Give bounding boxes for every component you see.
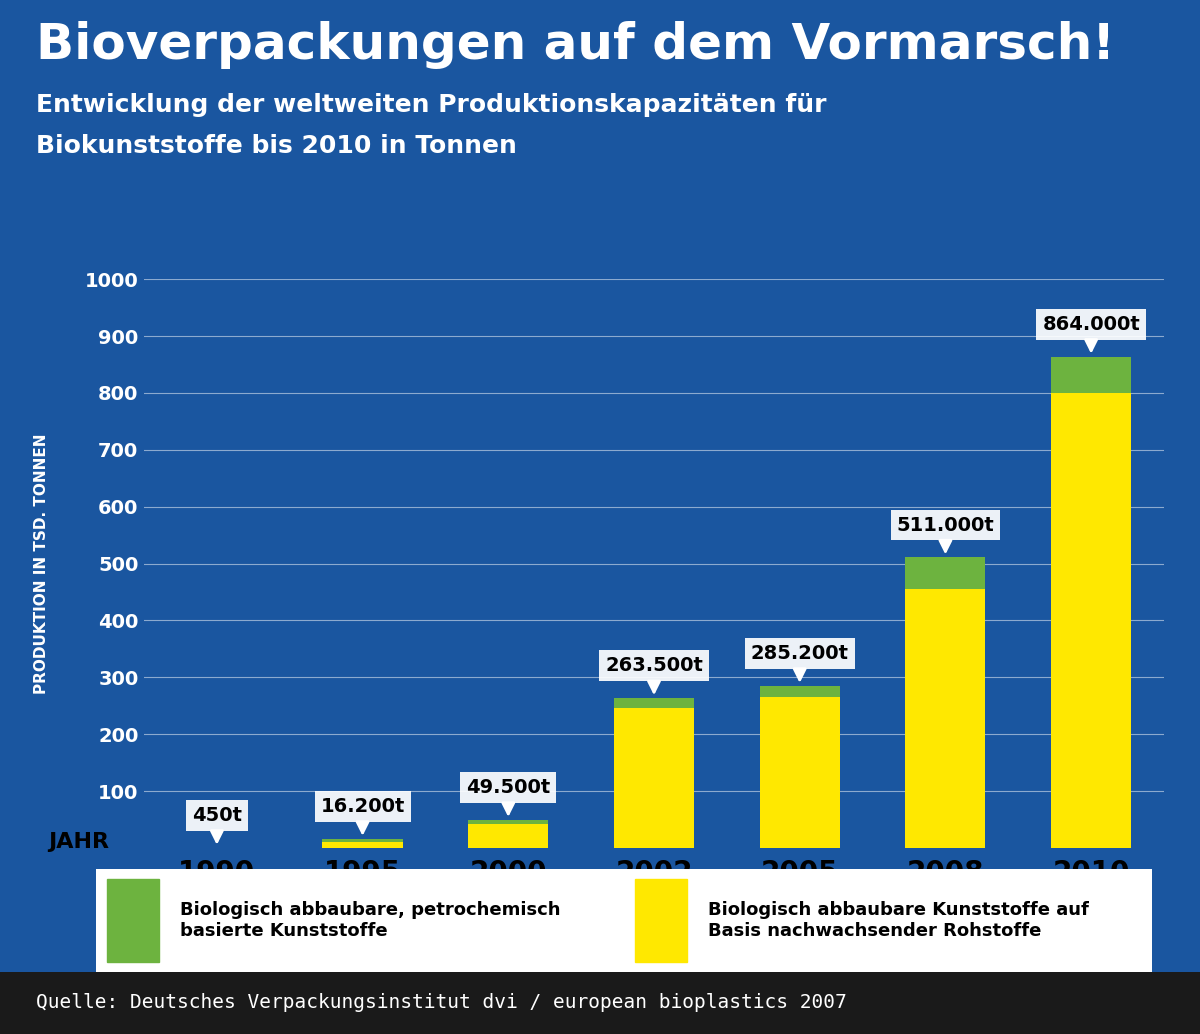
- Text: 864.000t: 864.000t: [1043, 314, 1140, 351]
- Text: Biologisch abbaubare, petrochemisch
basierte Kunststoffe: Biologisch abbaubare, petrochemisch basi…: [180, 901, 560, 940]
- Text: 49.500t: 49.500t: [466, 778, 551, 814]
- Bar: [468, 820, 548, 824]
- Text: 285.200t: 285.200t: [751, 644, 848, 679]
- Bar: [760, 686, 840, 697]
- Text: 450t: 450t: [192, 805, 242, 842]
- Text: PRODUKTION IN TSD. TONNEN: PRODUKTION IN TSD. TONNEN: [35, 433, 49, 694]
- Bar: [468, 824, 548, 848]
- Text: 511.000t: 511.000t: [896, 516, 995, 551]
- Bar: [323, 842, 403, 848]
- Text: Entwicklung der weltweiten Produktionskapazitäten für: Entwicklung der weltweiten Produktionska…: [36, 93, 827, 117]
- Bar: [614, 698, 694, 708]
- Text: Bioverpackungen auf dem Vormarsch!: Bioverpackungen auf dem Vormarsch!: [36, 21, 1115, 68]
- Bar: [760, 697, 840, 848]
- Bar: [1051, 357, 1132, 393]
- Bar: [905, 588, 985, 848]
- Text: Biokunststoffe bis 2010 in Tonnen: Biokunststoffe bis 2010 in Tonnen: [36, 134, 517, 158]
- Bar: [905, 557, 985, 588]
- Text: 16.200t: 16.200t: [320, 797, 404, 832]
- Text: JAHR: JAHR: [48, 832, 109, 852]
- Bar: [323, 839, 403, 842]
- Bar: [107, 879, 160, 962]
- Text: 263.500t: 263.500t: [605, 657, 703, 692]
- Bar: [614, 708, 694, 848]
- Bar: [635, 879, 688, 962]
- Bar: [1051, 393, 1132, 848]
- Text: Biologisch abbaubare Kunststoffe auf
Basis nachwachsender Rohstoffe: Biologisch abbaubare Kunststoffe auf Bas…: [708, 901, 1090, 940]
- Text: Quelle: Deutsches Verpackungsinstitut dvi / european bioplastics 2007: Quelle: Deutsches Verpackungsinstitut dv…: [36, 994, 847, 1012]
